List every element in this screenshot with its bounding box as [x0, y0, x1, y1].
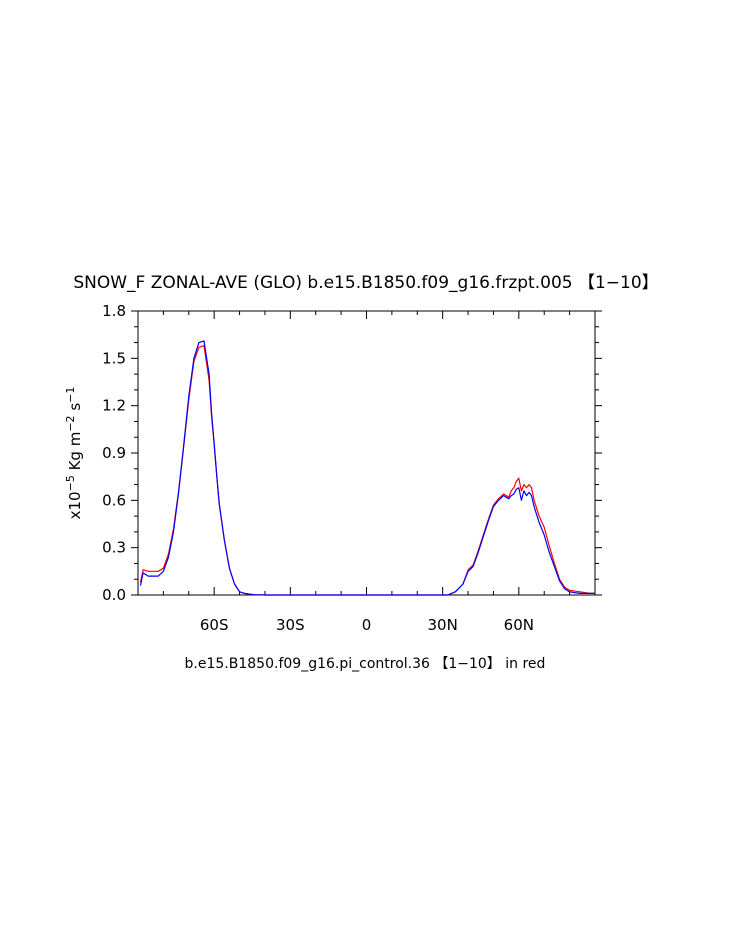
axis-ticks: [131, 310, 602, 596]
chart-title: SNOW_F ZONAL-AVE (GLO) b.e15.B1850.f09_g…: [73, 273, 658, 293]
y-axis-label-units-2: s: [66, 403, 84, 416]
series-line-blue: [139, 340, 595, 596]
x-tick-label: 30N: [428, 616, 458, 634]
plot-frame: [137, 310, 596, 596]
y-axis-label-exponent-2: −2: [64, 415, 77, 431]
y-tick-label: 1.5: [102, 349, 126, 367]
x-tick-label: 30S: [276, 616, 305, 634]
x-tick-label: 60N: [504, 616, 534, 634]
y-tick-label: 0.9: [102, 444, 126, 462]
y-axis-label-units-1: Kg m: [66, 432, 84, 476]
series-line-red: [139, 345, 595, 596]
y-tick-label: 0.3: [102, 539, 126, 557]
chart-subtitle: b.e15.B1850.f09_g16.pi_control.36 【1−10】…: [185, 656, 546, 672]
y-tick-label: 1.8: [102, 302, 126, 320]
y-axis-tick-labels: 0.0 0.3 0.6 0.9 1.2 1.5 1.8: [102, 302, 126, 604]
y-tick-label: 1.2: [102, 397, 126, 415]
x-axis-tick-labels: 60S 30S 0 30N 60N: [200, 616, 534, 634]
x-tick-label: 0: [362, 616, 372, 634]
x-tick-label: 60S: [200, 616, 229, 634]
y-axis-label-exponent-1: −5: [64, 475, 77, 491]
y-tick-label: 0.0: [102, 586, 126, 604]
y-axis-label-exponent-3: −1: [64, 387, 77, 403]
plot-area: [131, 310, 602, 596]
y-axis-label-prefix: x10: [66, 491, 84, 519]
y-tick-label: 0.6: [102, 491, 126, 509]
y-axis-label: x10−5 Kg m−2 s−1: [64, 387, 84, 520]
series-layer: [139, 340, 595, 596]
